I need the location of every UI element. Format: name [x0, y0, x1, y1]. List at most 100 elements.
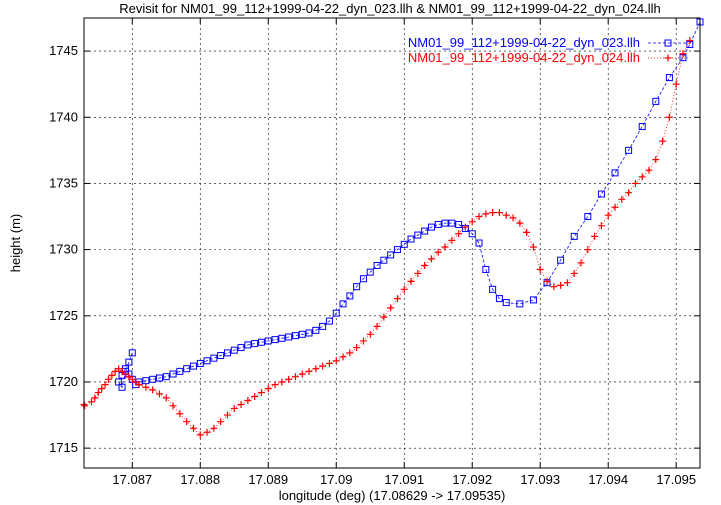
data-point — [104, 375, 112, 383]
data-point — [149, 386, 157, 394]
data-point — [448, 219, 456, 227]
data-point — [495, 295, 503, 303]
data-point — [611, 169, 619, 177]
y-tick-label: 1745 — [49, 43, 78, 58]
data-point — [305, 367, 313, 375]
data-point — [584, 246, 592, 254]
x-tick-label: 17.094 — [588, 472, 628, 487]
data-point — [536, 265, 544, 273]
data-point — [203, 428, 211, 436]
data-point — [489, 209, 497, 217]
data-point — [611, 203, 619, 211]
x-tick-label: 17.087 — [112, 472, 152, 487]
data-point — [570, 232, 578, 240]
y-tick-label: 1715 — [49, 440, 78, 455]
data-point — [455, 230, 463, 238]
data-point — [291, 373, 299, 381]
data-point — [502, 211, 510, 219]
data-point — [230, 404, 238, 412]
data-point — [189, 362, 197, 370]
data-point — [672, 80, 680, 88]
data-point — [441, 243, 449, 251]
data-point — [217, 418, 225, 426]
data-point — [332, 309, 340, 317]
data-point — [597, 222, 605, 230]
data-point — [264, 337, 272, 345]
data-point — [373, 322, 381, 330]
data-point — [325, 317, 333, 325]
data-point — [162, 373, 170, 381]
data-point — [523, 228, 531, 236]
data-point — [203, 357, 211, 365]
x-tick-label: 17.093 — [520, 472, 560, 487]
data-point — [305, 329, 313, 337]
data-point — [550, 283, 558, 291]
data-point — [251, 393, 259, 401]
data-point — [291, 332, 299, 340]
data-point — [169, 370, 177, 378]
data-point — [251, 340, 259, 348]
data-point — [509, 214, 517, 222]
data-point — [210, 424, 218, 432]
data-point — [183, 418, 191, 426]
data-point — [278, 378, 286, 386]
data-point — [618, 195, 626, 203]
grid-layer — [84, 18, 700, 468]
data-point — [387, 304, 395, 312]
data-point — [108, 371, 116, 379]
data-point — [625, 189, 633, 197]
data-point — [441, 219, 449, 227]
data-point — [584, 213, 592, 221]
y-tick-label: 1730 — [49, 242, 78, 257]
data-point — [475, 213, 483, 221]
legend-swatch-marker — [664, 54, 672, 62]
x-axis-label: longitude (deg) (17.08629 -> 17.09535) — [279, 488, 506, 503]
data-point — [298, 330, 306, 338]
data-point — [659, 137, 667, 145]
data-point — [339, 353, 347, 361]
data-point — [346, 292, 354, 300]
x-tick-label: 17.091 — [384, 472, 424, 487]
x-tick-label: 17.088 — [180, 472, 220, 487]
data-point — [285, 375, 293, 383]
data-point — [237, 344, 245, 352]
data-point — [169, 402, 177, 410]
data-point — [393, 246, 401, 254]
data-point — [468, 218, 476, 226]
data-point — [400, 240, 408, 248]
data-point — [631, 179, 639, 187]
data-point — [264, 385, 272, 393]
y-axis-label: height (m) — [8, 214, 23, 273]
data-point — [257, 338, 265, 346]
data-point — [434, 248, 442, 256]
data-point — [543, 277, 551, 285]
data-point — [570, 269, 578, 277]
data-point — [407, 277, 415, 285]
data-point — [489, 285, 497, 293]
legend-label: NM01_99_112+1999-04-22_dyn_023.llh — [408, 35, 640, 50]
data-point — [455, 220, 463, 228]
x-tick-label: 17.095 — [656, 472, 696, 487]
data-point — [380, 313, 388, 321]
data-point — [244, 341, 252, 349]
data-point — [366, 268, 374, 276]
y-tick-label: 1740 — [49, 109, 78, 124]
y-tick-label: 1735 — [49, 175, 78, 190]
data-point — [529, 296, 537, 304]
series-line-1 — [83, 40, 691, 436]
data-point — [210, 354, 218, 362]
data-point — [516, 219, 524, 227]
data-point — [332, 357, 340, 365]
data-point — [142, 383, 150, 391]
data-layer — [80, 18, 704, 439]
data-point — [162, 394, 170, 402]
data-point — [312, 365, 320, 373]
data-point — [319, 362, 327, 370]
data-point — [98, 385, 106, 393]
data-point — [475, 239, 483, 247]
data-point — [468, 230, 476, 238]
data-point — [196, 359, 204, 367]
series-line-0 — [118, 21, 701, 389]
